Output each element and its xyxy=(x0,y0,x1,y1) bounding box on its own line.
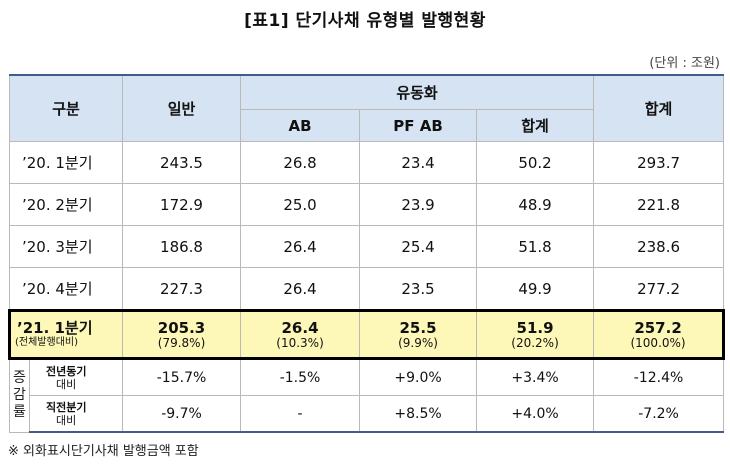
cell-sec-total: 50.2 xyxy=(476,141,595,184)
highlight-label: ’21. 1분기 xyxy=(17,319,93,337)
cell-sec-total: 51.8 xyxy=(476,225,595,268)
cell-total: -12.4% xyxy=(593,358,725,396)
header-sec-total: 합계 xyxy=(476,109,595,142)
yoy-label-cell: 전년동기 대비 xyxy=(28,358,124,396)
cell-ab: -1.5% xyxy=(240,358,361,396)
cell-pf-ab: 25.4 xyxy=(359,225,478,268)
table-title: [표1] 단기사채 유형별 발행현황 xyxy=(244,11,486,31)
highlight-total: 257.2 xyxy=(634,318,682,337)
highlight-ab-pct: (10.3%) xyxy=(276,335,324,350)
header-securitized: 유동화 xyxy=(240,74,595,110)
highlight-sublabel: (전체발행대비) xyxy=(15,337,79,348)
cell-total: -7.2% xyxy=(593,395,725,433)
qoq-label-cell: 직전분기 대비 xyxy=(28,395,124,433)
highlight-total-cell: 257.2 (100.0%) xyxy=(593,309,726,360)
cell-sec-total: +3.4% xyxy=(476,358,595,396)
highlight-ab-cell: 26.4 (10.3%) xyxy=(240,309,361,360)
cell-sec-total: 48.9 xyxy=(476,183,595,226)
table-row: ’20. 3분기 186.8 26.4 25.4 51.8 238.6 xyxy=(8,225,725,268)
issuance-table: 구분 일반 유동화 합계 AB PF AB 합계 ’20. 1분기 243.5 … xyxy=(7,74,726,433)
cell-general: 227.3 xyxy=(122,267,242,311)
cell-pf-ab: +9.0% xyxy=(359,358,478,396)
header-general: 일반 xyxy=(122,74,242,142)
change-row-yoy: 증 감 률 전년동기 대비 -15.7% -1.5% +9.0% +3.4% -… xyxy=(9,358,725,433)
cell-pf-ab: 23.9 xyxy=(359,183,478,226)
cell-pf-ab: 23.4 xyxy=(359,141,478,184)
change-row-qoq: 직전분기 대비 -9.7% - +8.5% +4.0% -7.2% xyxy=(10,395,725,433)
row-label: ’20. 2분기 xyxy=(8,183,124,226)
change-label-char: 증 xyxy=(13,370,26,387)
row-label: ’20. 3분기 xyxy=(8,225,124,268)
yoy-label-bottom: 대비 xyxy=(56,377,77,391)
highlight-sec-total-cell: 51.9 (20.2%) xyxy=(476,309,595,360)
change-label-char: 감 xyxy=(13,387,26,404)
cell-general: -9.7% xyxy=(122,395,242,433)
cell-general: -15.7% xyxy=(122,358,242,396)
highlight-pf-ab-pct: (9.9%) xyxy=(398,335,438,350)
highlight-sec-total-pct: (20.2%) xyxy=(511,335,559,350)
table-row: ’20. 1분기 243.5 26.8 23.4 50.2 293.7 xyxy=(8,141,725,184)
cell-general: 186.8 xyxy=(122,225,242,268)
qoq-label-bottom: 대비 xyxy=(56,413,77,427)
highlight-sec-total: 51.9 xyxy=(516,318,554,337)
cell-ab: 26.4 xyxy=(240,267,361,311)
header-ab: AB xyxy=(240,109,361,142)
cell-total: 277.2 xyxy=(593,267,725,311)
highlight-pf-ab: 25.5 xyxy=(399,318,437,337)
qoq-label-top: 직전분기 xyxy=(46,400,87,414)
cell-ab: 25.0 xyxy=(240,183,361,226)
cell-ab: 26.4 xyxy=(240,225,361,268)
header-total: 합계 xyxy=(593,74,725,142)
footnote: ※ 외화표시단기사채 발행금액 포함 xyxy=(8,444,199,459)
table-row: ’20. 2분기 172.9 25.0 23.9 48.9 221.8 xyxy=(8,183,725,226)
cell-general: 172.9 xyxy=(122,183,242,226)
cell-ab: 26.8 xyxy=(240,141,361,184)
header-category: 구분 xyxy=(8,74,124,142)
cell-total: 293.7 xyxy=(593,141,725,184)
highlight-general-cell: 205.3 (79.8%) xyxy=(122,309,242,360)
unit-label: (단위 : 조원) xyxy=(649,56,720,71)
change-label-char: 률 xyxy=(13,404,26,421)
cell-sec-total: +4.0% xyxy=(476,395,595,433)
cell-total: 238.6 xyxy=(593,225,725,268)
row-label: ’20. 1분기 xyxy=(8,141,124,184)
highlight-ab: 26.4 xyxy=(281,318,319,337)
highlight-general-pct: (79.8%) xyxy=(157,335,206,350)
highlight-total-pct: (100.0%) xyxy=(630,335,686,350)
cell-sec-total: 49.9 xyxy=(476,267,595,311)
highlight-pf-ab-cell: 25.5 (9.9%) xyxy=(359,309,478,360)
table-row: ’20. 4분기 227.3 26.4 23.5 49.9 277.2 xyxy=(8,267,725,311)
cell-pf-ab: 23.5 xyxy=(359,267,478,311)
cell-total: 221.8 xyxy=(593,183,725,226)
row-label: ’20. 4분기 xyxy=(8,267,124,311)
highlight-general: 205.3 xyxy=(157,318,206,337)
cell-pf-ab: +8.5% xyxy=(359,395,478,433)
header-pf-ab: PF AB xyxy=(359,109,478,142)
cell-ab: - xyxy=(240,395,361,433)
yoy-label-top: 전년동기 xyxy=(46,364,87,378)
highlight-row: ’21. 1분기 (전체발행대비) 205.3 (79.8%) 26.4 (10… xyxy=(7,309,726,360)
change-rate-label: 증 감 률 xyxy=(9,358,30,433)
cell-general: 243.5 xyxy=(122,141,242,184)
highlight-label-cell: ’21. 1분기 (전체발행대비) xyxy=(7,309,124,360)
